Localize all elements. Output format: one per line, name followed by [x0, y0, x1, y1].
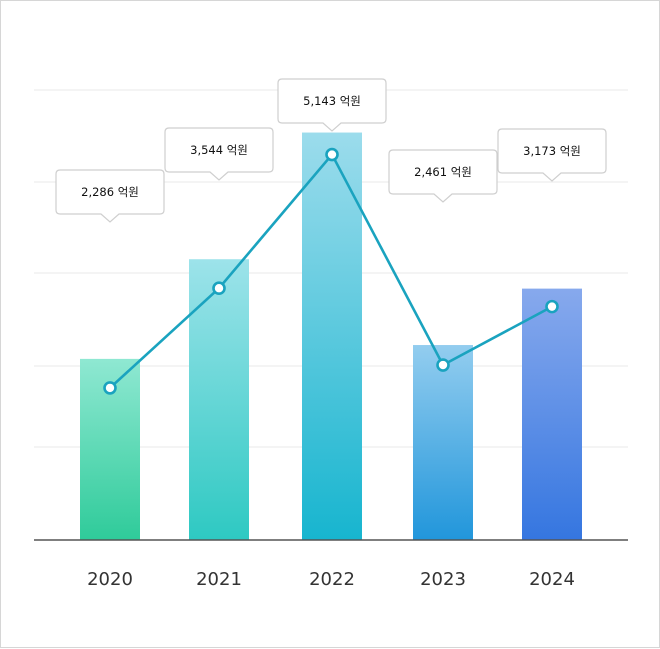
x-tick-label-2023: 2023	[420, 569, 466, 590]
bar-2022	[302, 132, 362, 541]
data-label-2023: 2,461 억원	[414, 165, 472, 179]
x-tick-label-2022: 2022	[309, 569, 355, 590]
data-callouts: 2,286 억원 3,544 억원 5,143 억원 2,461 억원 3,173 억원	[55, 78, 607, 223]
bar-2024	[522, 288, 582, 540]
callout-2020: 2,286 억원	[55, 169, 165, 223]
data-label-2021: 3,544 억원	[190, 143, 248, 157]
bar-2023	[413, 345, 473, 540]
trend-point-2022	[325, 147, 339, 162]
data-label-2024: 3,173 억원	[523, 144, 581, 158]
trend-point-2021	[212, 281, 226, 296]
callout-2022: 5,143 억원	[277, 78, 387, 132]
callout-box	[164, 127, 274, 181]
callout-box	[388, 149, 498, 203]
bars	[80, 132, 582, 541]
callout-box	[497, 128, 607, 182]
callout-2023: 2,461 억원	[388, 149, 498, 203]
x-tick-label-2024: 2024	[529, 569, 575, 590]
callout-2024: 3,173 억원	[497, 128, 607, 182]
bar-2021	[189, 259, 249, 540]
trend-line-series	[103, 147, 559, 395]
data-label-2020: 2,286 억원	[81, 185, 139, 199]
data-label-2022: 5,143 억원	[303, 94, 361, 108]
trend-point-2023	[436, 358, 450, 372]
callout-box	[277, 78, 387, 132]
callout-box	[55, 169, 165, 223]
x-tick-label-2021: 2021	[196, 569, 242, 590]
callout-2021: 3,544 억원	[164, 127, 274, 181]
x-tick-label-2020: 2020	[87, 569, 133, 590]
x-axis-ticks: 2020 2021 2022 2023 2024	[87, 569, 575, 590]
trend-point-2020	[103, 381, 117, 395]
trend-point-2024	[545, 299, 559, 314]
